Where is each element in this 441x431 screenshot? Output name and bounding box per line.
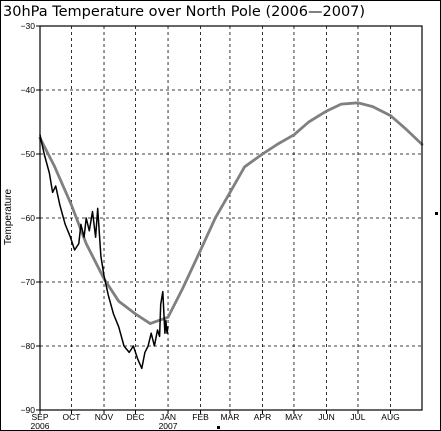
y-tick-label: −40 [21, 85, 36, 95]
y-tick-label: −90 [21, 405, 36, 415]
gridlines [40, 26, 422, 410]
x-tick-label: APR [254, 412, 271, 422]
y-tick-label: −30 [21, 21, 36, 31]
x-tick-label: FEB [192, 412, 209, 422]
y-tick-label: −60 [21, 213, 36, 223]
x-tick-label: JAN [160, 412, 176, 422]
x-tick-label: MAR [221, 412, 240, 422]
plot-frame [39, 25, 423, 411]
frame-marker-right [435, 212, 438, 215]
x-tick-year-label: 2006 [31, 421, 50, 431]
x-tick-label: SEP [31, 412, 48, 422]
x-tick-label: JUN [318, 412, 335, 422]
chart-title: 30hPa Temperature over North Pole (2006—… [3, 4, 365, 20]
x-tick-label: AUG [381, 412, 399, 422]
frame-marker-bottom [217, 426, 220, 429]
x-tick-label: NOV [95, 412, 114, 422]
x-tick-label: MAY [285, 412, 303, 422]
x-tick-label: DEC [127, 412, 145, 422]
y-axis: −90 −80 −70 −60 −50 −40 −30 [21, 21, 40, 415]
y-axis-label: Temperature [3, 188, 14, 245]
x-tick-label: JUL [350, 412, 365, 422]
y-tick-label: −50 [21, 149, 36, 159]
y-tick-label: −80 [21, 341, 36, 351]
x-tick-label: OCT [63, 412, 81, 422]
y-tick-label: −70 [21, 277, 36, 287]
x-tick-year-label: 2007 [159, 421, 178, 431]
series-group [38, 101, 424, 370]
observed-series-line [39, 134, 169, 370]
